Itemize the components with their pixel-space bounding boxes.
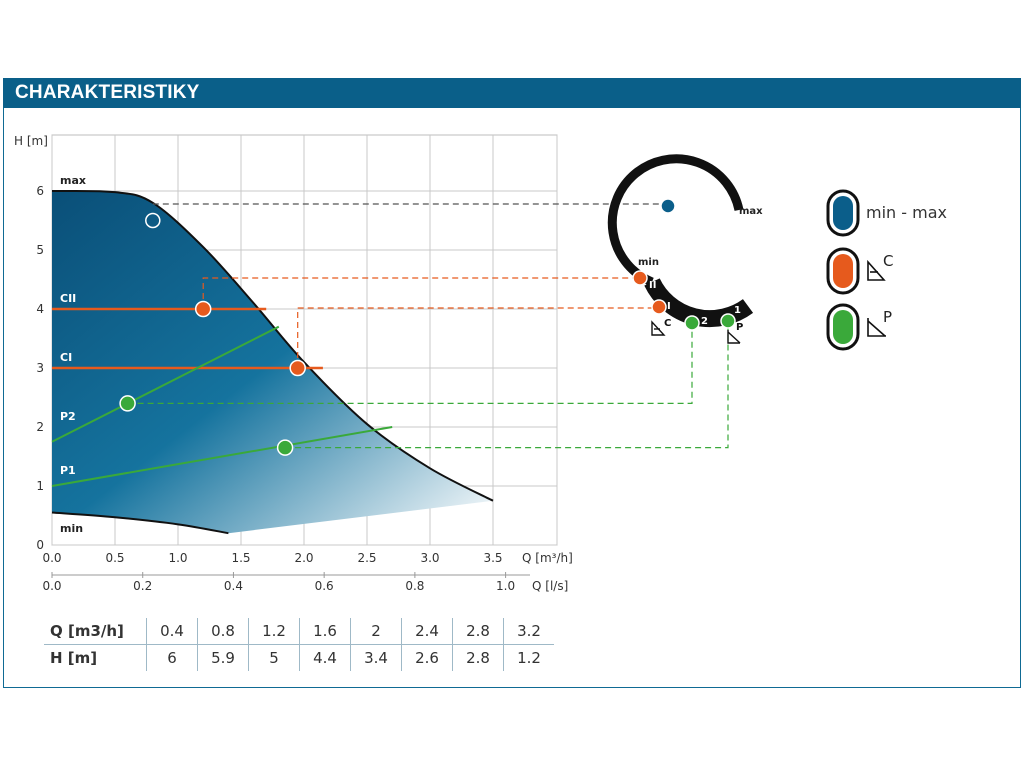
min-curve [51, 511, 229, 535]
table-cell: 0.8 [197, 618, 249, 645]
leader-p1 [285, 321, 729, 449]
table-cell: 4.4 [299, 644, 351, 671]
x-tick-label-ls: 0.2 [133, 579, 152, 593]
x-axis-label-ls: Q [l/s] [532, 579, 568, 593]
table-cell: 1.2 [248, 618, 300, 645]
dial-max-label: max [739, 206, 763, 217]
table-cell: 2 [350, 618, 402, 645]
dial-seg-ii: II [649, 280, 656, 291]
x-tick-label: 0.0 [42, 551, 61, 565]
dial-c-label: C [664, 318, 671, 329]
cii-marker [194, 300, 212, 318]
table-cell: 3.4 [350, 644, 402, 671]
data-table: Q [m3/h] 0.4 0.8 1.2 1.6 2 2.4 2.8 3.2 H… [44, 618, 554, 671]
p1-label: P1 [60, 464, 76, 477]
table-cell: 1.2 [503, 644, 554, 671]
constant-pressure-icon [651, 320, 666, 336]
dial-p1-dot [720, 313, 736, 329]
x-tick-labels-ls: 0.0 0.2 0.4 0.6 0.8 1.0 [42, 572, 515, 593]
y-tick-label: 5 [36, 243, 44, 257]
y-tick-label: 1 [36, 479, 44, 493]
table-row-header: H [m] [50, 649, 98, 667]
x-tick-label: 3.5 [483, 551, 502, 565]
table-cell: 2.8 [452, 644, 504, 671]
p2-label: P2 [60, 410, 76, 423]
legend-constant-pressure-icon [867, 259, 886, 281]
legend-proportional-pressure-icon [867, 318, 886, 337]
table-cell: 2.4 [401, 618, 453, 645]
proportional-pressure-icon [727, 330, 741, 344]
y-tick-label: 4 [36, 302, 44, 316]
dial-cii-dot [632, 270, 648, 286]
leader-p2 [127, 323, 693, 404]
x-tick-label: 2.0 [294, 551, 313, 565]
table-row-header: Q [m3/h] [44, 618, 147, 645]
dial-seg-1: 1 [734, 305, 741, 316]
table-cell: 0.4 [146, 618, 198, 645]
y-tick-labels: 0 1 2 3 4 5 6 [36, 184, 44, 552]
mode-dial: max min II I 2 1 C P [607, 154, 763, 344]
legend: min - max C P [826, 189, 947, 351]
legend-p-label: P [883, 308, 892, 326]
min-label: min [60, 522, 83, 535]
table-cell: 2.6 [401, 644, 453, 671]
x-tick-label: 1.5 [231, 551, 250, 565]
x-tick-label: 2.5 [357, 551, 376, 565]
operating-area [52, 190, 493, 534]
table-cell: 5 [248, 644, 300, 671]
legend-c-label: C [883, 252, 893, 270]
y-tick-label: 3 [36, 361, 44, 375]
p2-line [51, 325, 280, 443]
x-tick-label-ls: 0.8 [405, 579, 424, 593]
max-label: max [60, 174, 86, 187]
leader-lines [127, 203, 729, 449]
table-row: H [m] 6 5.9 5 4.4 3.4 2.6 2.8 1.2 [44, 644, 554, 671]
x-axis-label-m3h: Q [m³/h] [522, 551, 573, 565]
ci-label: CI [60, 351, 72, 364]
x-tick-label-ls: 0.0 [42, 579, 61, 593]
table-cell: 2.8 [452, 618, 504, 645]
table-cell: 6 [146, 644, 198, 671]
y-tick-label: 6 [36, 184, 44, 198]
table-cell: 1.6 [299, 618, 351, 645]
legend-p-swatch [833, 310, 853, 344]
dial-p2-dot [684, 315, 700, 331]
ci-marker [289, 359, 306, 377]
x-tick-label-ls: 1.0 [496, 579, 515, 593]
dial-max-dot [660, 198, 676, 214]
x-tick-label-ls: 0.4 [224, 579, 243, 593]
max-curve [51, 189, 494, 502]
p1-line [51, 426, 393, 487]
dial-ci-dot [651, 299, 667, 315]
x-tick-labels: 0.0 0.5 1.0 1.5 2.0 2.5 3.0 3.5 [42, 551, 502, 565]
legend-minmax-label: min - max [866, 203, 947, 222]
x-tick-label: 1.0 [168, 551, 187, 565]
y-axis-label: H [m] [14, 134, 48, 148]
section-title: CHARAKTERISTIKY [3, 78, 1021, 108]
dial-min-label: min [638, 257, 659, 268]
x-tick-label: 0.5 [105, 551, 124, 565]
dial-seg-i: I [667, 301, 671, 312]
x-tick-label: 3.0 [420, 551, 439, 565]
dial-p-label: P [736, 322, 743, 333]
p1-marker [276, 439, 294, 456]
dial-seg-2: 2 [701, 316, 708, 327]
leader-ci [297, 307, 659, 368]
max-marker [145, 212, 161, 229]
y-tick-label: 0 [36, 538, 44, 552]
legend-c-swatch [833, 254, 853, 288]
table-cell: 5.9 [197, 644, 249, 671]
cii-label: CII [60, 292, 76, 305]
leader-cii [202, 277, 640, 309]
table-cell: 3.2 [503, 618, 554, 645]
p2-marker [119, 395, 136, 412]
x-tick-label-ls: 0.6 [315, 579, 334, 593]
legend-minmax-swatch [833, 196, 853, 230]
y-tick-label: 2 [36, 420, 44, 434]
dial-arc-upper [607, 154, 744, 287]
table-row: Q [m3/h] 0.4 0.8 1.2 1.6 2 2.4 2.8 3.2 [44, 618, 554, 645]
